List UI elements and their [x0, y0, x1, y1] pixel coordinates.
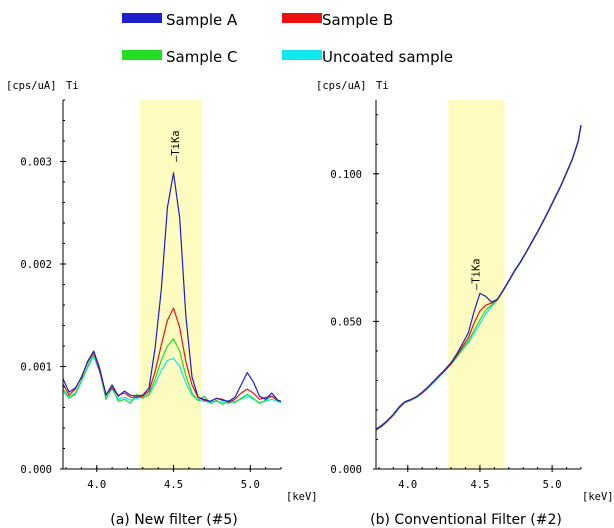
legend-item-sample-b: Sample B — [282, 11, 393, 29]
legend-swatch-sample-c — [122, 50, 162, 60]
chart-panel-a: [cps/uA] Ti [keV] (a) New filter (#5) 0.… — [6, 80, 318, 528]
caption-b: (b) Conventional Filter (#2) — [370, 512, 562, 528]
chart-panel-b: [cps/uA] Ti [keV] (b) Conventional Filte… — [316, 80, 614, 528]
x-tick-label-a: 4.0 — [87, 479, 106, 491]
y-tick-label-a: 0.001 — [20, 362, 52, 374]
x-tick-label-b: 4.5 — [470, 479, 489, 491]
y-tick-label-a: 0.000 — [20, 464, 52, 476]
highlight-band-b — [448, 100, 505, 469]
x-unit-label-b: [keV] — [582, 491, 614, 503]
element-label-b: Ti — [376, 80, 389, 92]
legend: Sample A Sample B Sample C Uncoated samp… — [122, 11, 453, 66]
series-line-sample-b-a — [62, 307, 282, 403]
x-tick-label-a: 5.0 — [241, 479, 260, 491]
legend-item-uncoated-sample: Uncoated sample — [282, 48, 453, 66]
series-line-sample-a-a — [62, 172, 282, 402]
legend-swatch-uncoated-sample — [282, 50, 322, 60]
legend-label-sample-a: Sample A — [166, 11, 238, 29]
peak-label-a: —TiKa — [170, 130, 182, 162]
y-tick-label-a: 0.003 — [20, 157, 52, 169]
y-tick-label-b: 0.000 — [330, 464, 362, 476]
legend-label-sample-b: Sample B — [322, 11, 393, 29]
unit-label-a: [cps/uA] — [6, 80, 57, 92]
caption-a: (a) New filter (#5) — [110, 512, 238, 528]
peak-label-b: —TiKa — [471, 258, 483, 290]
element-label-a: Ti — [66, 80, 79, 92]
unit-label-b: [cps/uA] — [316, 80, 367, 92]
y-tick-label-b: 0.100 — [330, 169, 362, 181]
y-tick-label-a: 0.002 — [20, 259, 52, 271]
legend-label-sample-c: Sample C — [166, 48, 237, 66]
x-tick-label-a: 4.5 — [164, 479, 183, 491]
legend-label-uncoated-sample: Uncoated sample — [322, 48, 453, 66]
x-tick-label-b: 4.0 — [398, 479, 417, 491]
y-tick-label-b: 0.050 — [330, 316, 362, 328]
legend-item-sample-c: Sample C — [122, 48, 237, 66]
legend-swatch-sample-a — [122, 13, 162, 23]
legend-swatch-sample-b — [282, 13, 322, 23]
legend-item-sample-a: Sample A — [122, 11, 238, 29]
x-tick-label-b: 5.0 — [543, 479, 562, 491]
highlight-band-a — [139, 100, 202, 469]
x-unit-label-a: [keV] — [286, 491, 318, 503]
series-line-sample-a-b — [375, 124, 582, 430]
